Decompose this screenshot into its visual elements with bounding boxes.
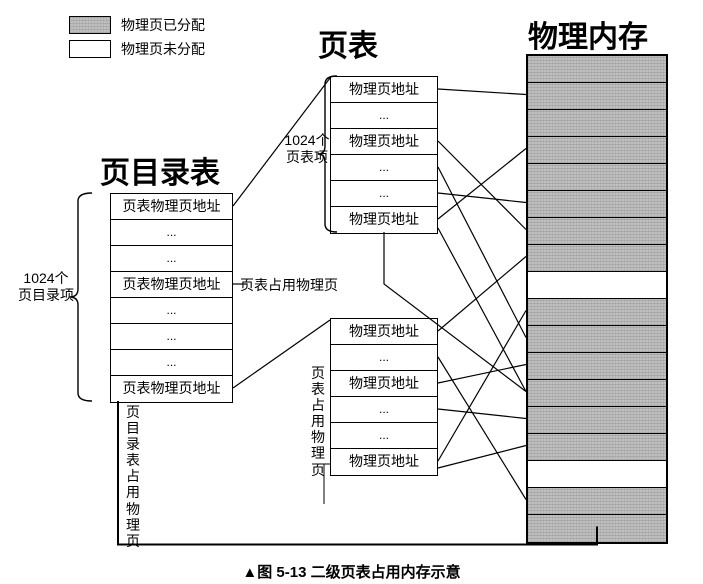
- diagram-root: { "caption": "▲图 5-13 二级页表占用内存示意", "titl…: [0, 0, 703, 584]
- memory-page-row: [528, 110, 666, 137]
- page-table-2: 物理页地址...物理页地址......物理页地址: [330, 318, 438, 476]
- table-row: 页表物理页地址: [111, 194, 232, 220]
- memory-page-row: [528, 56, 666, 83]
- legend-label-allocated: 物理页已分配: [121, 15, 205, 35]
- title-page-table: 页表: [318, 21, 378, 65]
- legend-swatch-allocated: [69, 16, 111, 34]
- figure-caption: ▲图 5-13 二级页表占用内存示意: [0, 561, 703, 582]
- legend-swatch-unallocated: [69, 40, 111, 58]
- legend-allocated: 物理页已分配: [69, 15, 205, 35]
- table-row: 物理页地址: [331, 129, 437, 155]
- memory-page-row: [528, 137, 666, 164]
- table-row: 物理页地址: [331, 449, 437, 475]
- table-row: ...: [331, 423, 437, 449]
- annot-pt-occupy: 页表占用物理页: [240, 277, 338, 294]
- table-row: ...: [111, 350, 232, 376]
- table-row: 物理页地址: [331, 207, 437, 233]
- table-row: ...: [331, 345, 437, 371]
- memory-page-row: [528, 272, 666, 299]
- legend: 物理页已分配 物理页未分配: [69, 15, 205, 63]
- page-table-1: 物理页地址...物理页地址......物理页地址: [330, 76, 438, 234]
- table-row: 物理页地址: [331, 77, 437, 103]
- memory-page-row: [528, 515, 666, 542]
- memory-page-row: [528, 245, 666, 272]
- memory-page-row: [528, 83, 666, 110]
- annot-pt2-occupy-vertical: 页表占用物理页: [310, 365, 326, 478]
- memory-page-row: [528, 434, 666, 461]
- annot-pt-count: 1024个页表项: [283, 132, 331, 166]
- annot-pt-occupy-text: 页表占用物理页: [240, 277, 338, 293]
- memory-page-row: [528, 299, 666, 326]
- table-row: ...: [111, 246, 232, 272]
- table-row: 页表物理页地址: [111, 376, 232, 402]
- annot-dir-count-text: 1024个页目录项: [18, 270, 74, 303]
- memory-page-row: [528, 164, 666, 191]
- table-row: ...: [331, 181, 437, 207]
- table-row: 物理页地址: [331, 319, 437, 345]
- title-physical-memory: 物理内存: [528, 12, 648, 56]
- annot-pt-count-text: 1024个页表项: [284, 132, 329, 165]
- memory-page-row: [528, 218, 666, 245]
- title-dir-table: 页目录表: [100, 148, 220, 192]
- table-row: 页表物理页地址: [111, 272, 232, 298]
- legend-unallocated: 物理页未分配: [69, 39, 205, 59]
- table-row: 物理页地址: [331, 371, 437, 397]
- table-row: ...: [111, 298, 232, 324]
- memory-page-row: [528, 461, 666, 488]
- memory-page-row: [528, 353, 666, 380]
- physical-memory-column: [526, 54, 668, 544]
- table-row: ...: [111, 324, 232, 350]
- table-row: ...: [331, 397, 437, 423]
- memory-page-row: [528, 326, 666, 353]
- table-row: ...: [331, 155, 437, 181]
- page-directory-table: 页表物理页地址......页表物理页地址.........页表物理页地址: [110, 193, 233, 403]
- memory-page-row: [528, 407, 666, 434]
- memory-page-row: [528, 191, 666, 218]
- table-row: ...: [111, 220, 232, 246]
- legend-label-unallocated: 物理页未分配: [121, 39, 205, 59]
- annot-dir-occupy-vertical: 页目录表占用物理页: [125, 404, 141, 549]
- table-row: ...: [331, 103, 437, 129]
- memory-page-row: [528, 380, 666, 407]
- annot-dir-count: 1024个页目录项: [18, 270, 74, 304]
- memory-page-row: [528, 488, 666, 515]
